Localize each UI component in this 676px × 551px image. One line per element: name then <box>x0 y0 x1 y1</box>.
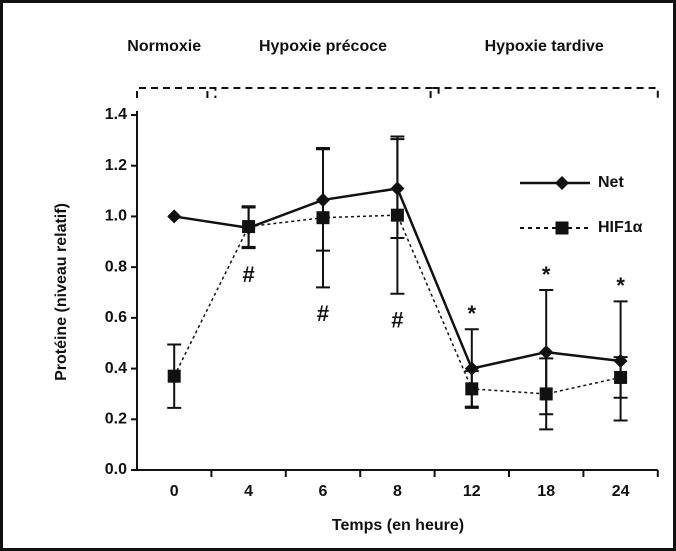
annotation: # <box>317 301 329 326</box>
x-tick-label: 18 <box>537 483 555 500</box>
y-tick-label: 1.2 <box>105 157 127 174</box>
legend-label: HIF1α <box>598 219 643 236</box>
x-tick-label: 4 <box>244 483 253 500</box>
phase-label: Hypoxie tardive <box>485 38 604 55</box>
annotation: * <box>468 301 477 326</box>
point <box>167 369 181 383</box>
x-tick-label: 12 <box>463 483 481 500</box>
x-tick-label: 8 <box>393 483 402 500</box>
point <box>242 220 256 234</box>
point <box>555 221 569 235</box>
point <box>390 208 404 222</box>
x-tick-label: 0 <box>170 483 179 500</box>
y-axis-label: Protéine (niveau relatif) <box>53 203 70 381</box>
phase-bracket <box>206 87 440 98</box>
point <box>555 176 569 190</box>
y-tick-label: 0.8 <box>105 258 127 275</box>
x-tick-label: 6 <box>319 483 328 500</box>
y-tick-label: 0.4 <box>105 360 127 377</box>
legend-label: Net <box>598 174 624 191</box>
x-tick-label: 24 <box>612 483 630 500</box>
point <box>539 387 553 401</box>
annotation: # <box>391 308 403 333</box>
y-tick-label: 0.6 <box>105 309 127 326</box>
point <box>167 209 182 224</box>
y-tick-label: 0.2 <box>105 411 127 428</box>
y-tick-label: 1.0 <box>105 208 127 225</box>
phase-bracket <box>429 87 659 98</box>
annotation: * <box>542 262 551 287</box>
phase-bracket <box>136 87 217 98</box>
phase-label: Normoxie <box>127 38 201 55</box>
point <box>539 345 554 360</box>
point <box>614 370 628 384</box>
point <box>465 382 479 396</box>
y-tick-label: 1.4 <box>105 106 127 123</box>
phase-label: Hypoxie précoce <box>259 38 387 55</box>
point <box>316 211 330 225</box>
annotation: * <box>616 273 625 298</box>
x-axis-label: Temps (en heure) <box>332 517 464 534</box>
y-tick-label: 0.0 <box>105 461 127 478</box>
annotation: # <box>242 262 254 287</box>
